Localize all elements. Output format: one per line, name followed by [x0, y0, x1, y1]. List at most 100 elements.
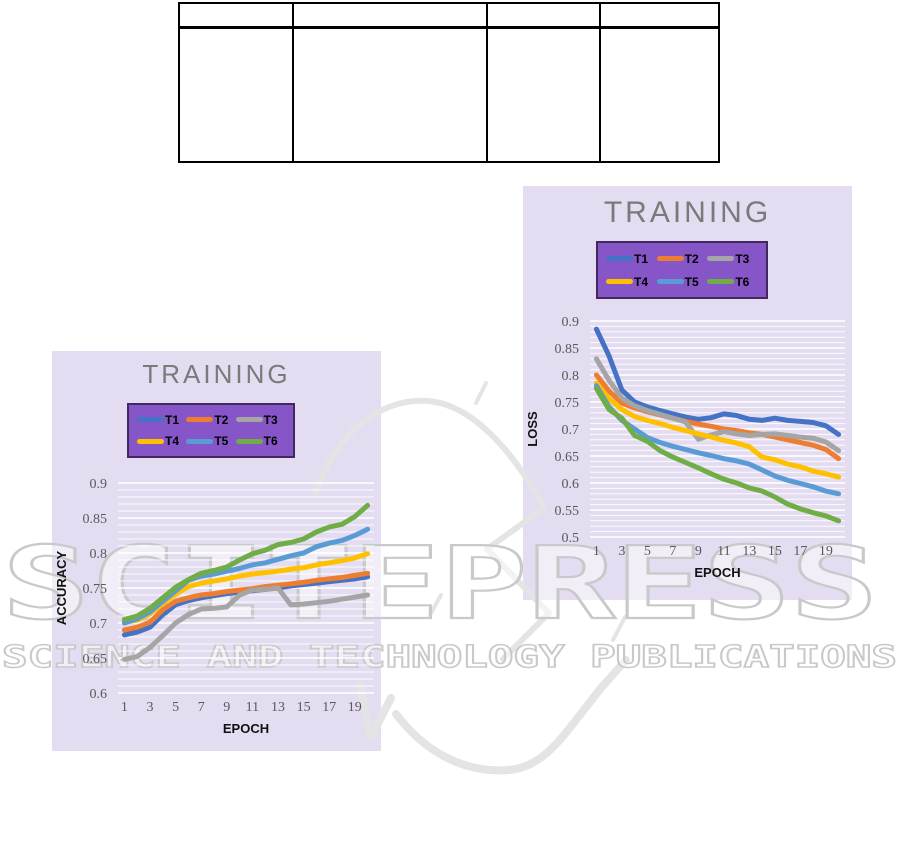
table-cell	[292, 26, 488, 163]
y-tick-label: 0.6	[562, 477, 580, 492]
table-header-row	[178, 2, 720, 29]
chart-title: TRAINING	[603, 196, 772, 229]
x-tick-label: 3	[147, 700, 154, 715]
series-line-T3	[121, 585, 371, 662]
series-line-T2	[121, 570, 371, 633]
y-axis-title: LOSS	[525, 411, 540, 447]
x-tick-label: 17	[322, 700, 336, 715]
table-header-cell	[486, 2, 601, 29]
legend-label: T5	[684, 274, 699, 289]
training-loss-chart: TRAINING T1 T2 T3 T4 T5 T6 0.5 0.55 0.6 0.65 0.7 0…	[523, 186, 852, 600]
x-tick-label: 9	[695, 544, 702, 559]
x-tick-label: 11	[717, 544, 730, 559]
legend-item-T2: T2	[656, 251, 708, 266]
x-tick-label: 7	[198, 700, 205, 715]
legend-label: T5	[214, 434, 229, 449]
x-tick-label: 13	[742, 544, 756, 559]
legend-label: T3	[735, 251, 750, 266]
results-table	[178, 2, 720, 163]
legend-swatch	[186, 417, 214, 423]
watermark-slash	[428, 593, 443, 617]
legend-label: T6	[735, 274, 750, 289]
x-axis-title: EPOCH	[694, 565, 740, 580]
legend-item-T3: T3	[707, 252, 758, 266]
y-tick-label: 0.8	[562, 369, 580, 384]
legend-swatch	[707, 256, 735, 261]
y-tick-label: 0.7	[90, 617, 108, 632]
legend-item-T2: T2	[186, 413, 235, 427]
x-tick-label: 15	[768, 544, 782, 559]
table-header-cell	[178, 2, 294, 29]
y-tick-label: 0.85	[83, 512, 108, 527]
y-tick-label: 0.9	[562, 315, 580, 330]
legend-item-T4: T4	[137, 434, 186, 448]
legend-item-T4: T4	[606, 275, 657, 289]
chart-title: TRAINING	[142, 359, 291, 389]
table-header-cell	[292, 2, 488, 29]
legend-item-T5: T5	[656, 274, 708, 289]
y-axis-title: ACCURACY	[54, 550, 69, 625]
watermark-slash	[611, 615, 627, 642]
table-header-cell	[599, 2, 720, 29]
legend-item-T1: T1	[606, 252, 657, 266]
chart-legend: T1 T2 T3 T4 T5 T6	[127, 403, 295, 458]
series-line-T4	[593, 380, 842, 480]
plot-area: 0.50.550.60.650.70.750.80.850.91 3 5 7 9 11 13…	[525, 315, 845, 580]
x-tick-label: 3	[618, 544, 625, 559]
watermark-slash	[474, 381, 488, 405]
table-cell	[599, 26, 720, 163]
x-tick-label: 19	[348, 700, 362, 715]
y-tick-label: 0.75	[555, 396, 580, 411]
y-tick-label: 0.5	[562, 531, 580, 546]
legend-swatch	[707, 279, 735, 284]
legend-label: T3	[263, 412, 278, 427]
y-tick-label: 0.85	[555, 342, 580, 357]
watermark-logo-wave	[392, 656, 630, 775]
series-line-T6	[593, 386, 842, 524]
legend-swatch	[656, 279, 684, 284]
series-line-T1	[593, 326, 842, 437]
y-tick-label: 0.9	[90, 477, 108, 492]
y-tick-label: 0.65	[83, 652, 108, 667]
legend-label: T6	[263, 434, 278, 449]
y-tick-label: 0.65	[555, 450, 580, 465]
y-tick-label: 0.6	[90, 687, 108, 702]
training-accuracy-chart: TRAINING T1 T2 T3 T4 T5 T6 0.6 0.65 0.7 0.75 0.8 0…	[52, 351, 381, 751]
legend-label: T1	[165, 412, 180, 427]
x-tick-label: 5	[644, 544, 651, 559]
table-cell	[486, 26, 601, 163]
legend-label: T2	[684, 251, 699, 266]
legend-label: T2	[214, 412, 229, 427]
x-tick-label: 5	[172, 700, 179, 715]
legend-item-T5: T5	[186, 434, 235, 448]
x-tick-label: 1	[593, 544, 600, 559]
x-tick-label: 11	[246, 700, 259, 715]
series-line-T5	[593, 383, 842, 497]
legend-swatch	[606, 256, 633, 261]
series-line-T6	[121, 502, 371, 622]
legend-label: T4	[634, 274, 649, 289]
legend-item-T1: T1	[137, 413, 186, 427]
legend-swatch	[137, 417, 164, 423]
x-axis-title: EPOCH	[223, 721, 269, 736]
chart-legend: T1 T2 T3 T4 T5 T6	[596, 241, 768, 299]
legend-item-T6: T6	[707, 275, 758, 289]
y-tick-label: 0.7	[562, 423, 580, 438]
x-tick-label: 15	[297, 700, 311, 715]
legend-item-T6: T6	[235, 434, 285, 449]
legend-swatch	[235, 417, 263, 423]
x-tick-label: 17	[793, 544, 807, 559]
legend-swatch	[235, 438, 263, 444]
legend-swatch	[606, 279, 633, 284]
legend-label: T1	[634, 251, 649, 266]
table-body-row	[178, 26, 720, 163]
table-cell	[178, 26, 294, 163]
x-tick-label: 1	[121, 700, 128, 715]
series-line-T5	[121, 526, 371, 626]
legend-swatch	[186, 438, 214, 444]
legend-label: T4	[165, 434, 180, 449]
plot-area: 0.60.650.70.750.80.850.91 3 5 7 9 11 13 15 17 19E…	[54, 477, 374, 736]
series-line-T3	[593, 356, 842, 454]
x-tick-label: 7	[669, 544, 676, 559]
x-tick-label: 9	[223, 700, 230, 715]
